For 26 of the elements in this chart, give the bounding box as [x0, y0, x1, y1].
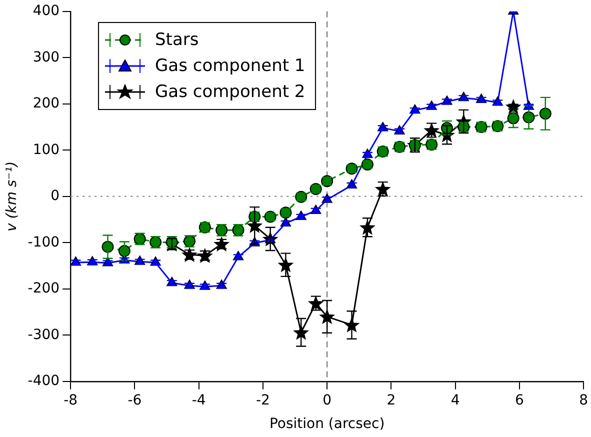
x-tick-label: 8 — [579, 392, 588, 408]
x-tick-label: -6 — [128, 392, 142, 408]
x-tick-label: -8 — [64, 392, 78, 408]
y-tick-label: 400 — [32, 3, 60, 20]
point — [539, 108, 552, 120]
x-tick-label: 0 — [322, 392, 332, 408]
x-tick-label: -2 — [256, 392, 270, 408]
y-tick-label: -100 — [28, 234, 60, 250]
x-tick-label: 6 — [514, 392, 524, 408]
y-tick-label: -300 — [28, 326, 60, 343]
y-tick-label: -200 — [28, 280, 60, 297]
x-tick-label: 4 — [450, 392, 460, 408]
x-axis-title: Position (arcsec) — [269, 416, 385, 432]
point — [320, 310, 334, 324]
legend-label: Stars — [155, 30, 199, 50]
y-tick-label: 200 — [32, 96, 60, 112]
y-tick-label: 300 — [32, 49, 60, 66]
y-tick-label: 0 — [50, 188, 60, 204]
y-tick-label: 100 — [32, 142, 60, 158]
point — [118, 244, 130, 257]
x-tick-label: 2 — [386, 392, 396, 408]
legend-label: Gas component 1 — [155, 56, 306, 76]
y-tick-label: -400 — [28, 373, 60, 390]
legend-label: Gas component 2 — [155, 82, 306, 102]
x-tick-label: -4 — [192, 392, 206, 408]
y-axis-title: v (km s⁻¹) — [4, 161, 20, 232]
